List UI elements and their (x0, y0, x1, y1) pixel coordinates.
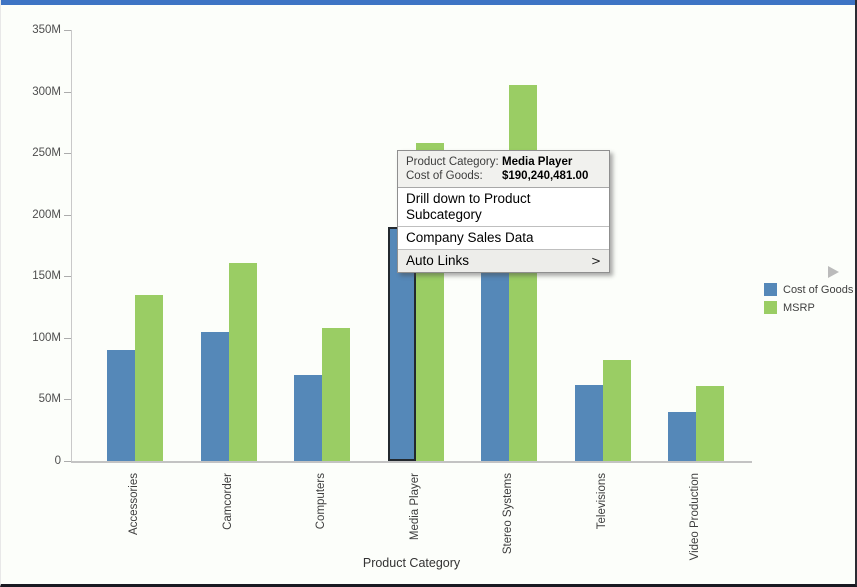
x-category-label-stereo-systems: Stereo Systems (502, 469, 516, 569)
x-category-label-text: Computers (315, 473, 327, 530)
y-tick-mark (64, 337, 71, 339)
x-category-label-text: Video Production (689, 473, 701, 561)
top-accent-bar (1, 0, 855, 5)
y-tick-mark (64, 461, 71, 462)
context-menu: Product Category: Media Player Cost of G… (397, 150, 610, 273)
submenu-arrow-icon: > (590, 254, 601, 268)
bar-cost-of-goods-video-production[interactable] (668, 411, 696, 461)
tooltip-label: Product Category: (406, 156, 499, 168)
x-axis-title: Product Category (362, 556, 461, 570)
y-tick-mark (64, 91, 71, 93)
legend-item-msrp[interactable]: MSRP (764, 301, 853, 314)
x-category-label-media-player: Media Player (409, 469, 423, 569)
menu-item-label: Auto Links (406, 253, 470, 268)
bar-msrp-camcorder[interactable] (228, 262, 257, 461)
y-tick-mark (64, 399, 71, 401)
menu-item-label: Company Sales Data (406, 230, 534, 245)
legend-item-cost-of-goods[interactable]: Cost of Goods (764, 283, 853, 296)
y-tick-label: 250M (32, 147, 61, 160)
y-tick-label: 350M (32, 24, 61, 36)
tooltip-row-measure: Cost of Goods: $190,240,481.00 (406, 169, 601, 183)
legend-swatch-icon (764, 301, 777, 314)
bar-cost-of-goods-stereo-systems[interactable] (481, 245, 509, 461)
tooltip-header: Product Category: Media Player Cost of G… (398, 151, 609, 188)
x-category-label-accessories: Accessories (128, 469, 142, 569)
y-tick-label: 0 (54, 455, 61, 467)
x-category-label-video-production: Video Production (689, 469, 703, 569)
y-tick-mark (64, 30, 71, 31)
x-axis (71, 461, 752, 463)
bar-msrp-stereo-systems[interactable] (509, 85, 537, 461)
y-tick-mark (64, 276, 71, 278)
x-category-label-televisions: Televisions (596, 469, 610, 569)
y-tick-label: 300M (32, 85, 61, 98)
bar-cost-of-goods-accessories[interactable] (107, 350, 135, 461)
menu-item-auto-links[interactable]: Auto Links > (398, 250, 609, 272)
legend-swatch-icon (764, 283, 777, 296)
bar-msrp-accessories[interactable] (135, 294, 163, 461)
menu-item-drill-down[interactable]: Drill down to Product Subcategory (398, 188, 609, 227)
x-category-label-computers: Computers (315, 469, 329, 569)
bar-cost-of-goods-camcorder[interactable] (200, 331, 229, 461)
bar-msrp-video-production[interactable] (696, 385, 724, 461)
y-tick-label: 50M (38, 393, 61, 406)
tooltip-value: $190,240,481.00 (502, 170, 589, 182)
y-tick-label: 150M (32, 270, 61, 283)
menu-item-company-sales-data[interactable]: Company Sales Data (398, 227, 609, 250)
bar-msrp-computers[interactable] (322, 328, 350, 461)
legend-pager-arrow-icon[interactable] (828, 266, 839, 278)
y-tick-mark (64, 214, 71, 216)
legend-label: Cost of Goods (783, 283, 854, 296)
y-tick-label: 100M (32, 331, 61, 344)
bar-cost-of-goods-televisions[interactable] (574, 384, 603, 461)
tooltip-label: Cost of Goods: (406, 170, 483, 182)
y-tick-mark (64, 153, 71, 155)
x-category-label-text: Televisions (595, 473, 608, 530)
tooltip-value: Media Player (502, 156, 573, 168)
bar-msrp-televisions[interactable] (602, 360, 631, 461)
y-axis (71, 30, 72, 461)
legend: Cost of Goods MSRP (764, 283, 853, 319)
tooltip-row-category: Product Category: Media Player (406, 155, 601, 169)
y-tick-label: 200M (32, 208, 61, 221)
x-category-label-text: Stereo Systems (502, 473, 514, 555)
x-category-label-text: Accessories (128, 473, 140, 535)
bar-cost-of-goods-computers[interactable] (294, 374, 322, 461)
legend-label: MSRP (783, 301, 815, 314)
x-category-label-text: Media Player (408, 473, 421, 541)
menu-item-label: Drill down to Product Subcategory (406, 191, 531, 222)
x-category-label-text: Camcorder (221, 473, 234, 530)
x-category-label-camcorder: Camcorder (222, 469, 236, 569)
